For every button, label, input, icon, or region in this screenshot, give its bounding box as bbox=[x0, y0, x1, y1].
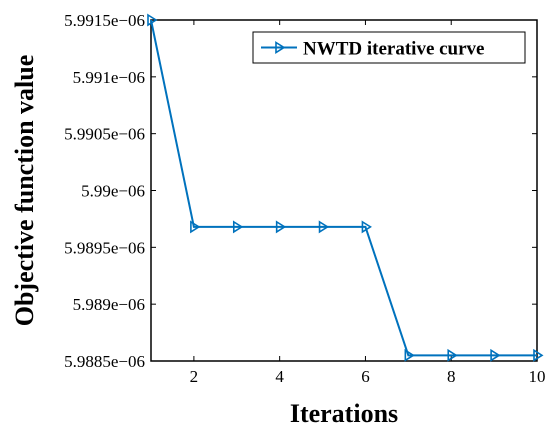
y-axis-title: Objective function value bbox=[10, 55, 39, 327]
y-tick-label: 5.991e−06 bbox=[73, 68, 145, 87]
legend-label: NWTD iterative curve bbox=[303, 39, 485, 60]
x-tick-label: 6 bbox=[361, 367, 370, 386]
series-line bbox=[150, 19, 537, 357]
series-point bbox=[447, 348, 458, 362]
series-point bbox=[232, 220, 244, 234]
plot-area: 2 4 6 8 10 5.9885e−06 5.989e−06 5.9895e−06 5.99… bbox=[64, 11, 545, 386]
series-layer bbox=[147, 13, 544, 362]
series-point bbox=[404, 348, 415, 362]
series-point bbox=[190, 220, 201, 234]
y-tick-label: 5.9895e−06 bbox=[64, 238, 145, 257]
legend-marker bbox=[275, 41, 286, 54]
y-tick-label: 5.9885e−06 bbox=[64, 352, 145, 371]
series-point bbox=[147, 13, 158, 27]
legend-box bbox=[252, 31, 526, 64]
x-tick-label: 2 bbox=[190, 367, 199, 386]
x-tick-label: 10 bbox=[529, 367, 546, 386]
y-tick-label: 5.989e−06 bbox=[73, 295, 145, 314]
x-tick-label: 8 bbox=[447, 367, 456, 386]
series-point bbox=[361, 220, 372, 234]
y-tick-label: 5.9915e−06 bbox=[64, 11, 145, 30]
legend: NWTD iterative curve bbox=[252, 31, 526, 64]
series-point bbox=[318, 220, 330, 234]
y-tick-label: 5.9905e−06 bbox=[64, 125, 145, 144]
series-point bbox=[490, 348, 501, 362]
x-axis: 2 4 6 8 10 bbox=[190, 20, 546, 386]
series-point bbox=[533, 348, 544, 362]
axes-frame bbox=[150, 19, 538, 362]
y-tick-label: 5.99e−06 bbox=[81, 182, 145, 201]
x-tick-label: 4 bbox=[275, 367, 284, 386]
y-axis: 5.9885e−06 5.989e−06 5.9895e−06 5.99e−06 5.9… bbox=[64, 11, 537, 371]
x-axis-title: Iterations bbox=[290, 399, 398, 428]
series-point bbox=[275, 220, 287, 234]
